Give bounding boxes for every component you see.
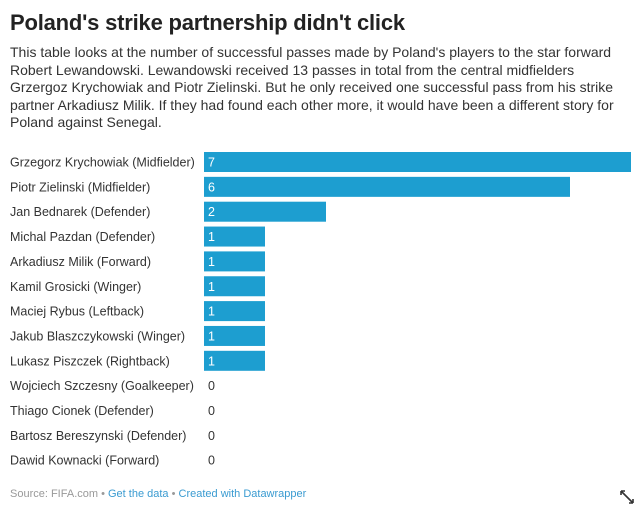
source-text: Source: FIFA.com	[10, 488, 99, 500]
separator: •	[168, 488, 179, 500]
separator: •	[98, 488, 108, 500]
value-label: 1	[208, 255, 215, 269]
expand-arrows-icon[interactable]	[620, 490, 634, 504]
value-label: 0	[208, 454, 215, 468]
category-label: Michal Pazdan (Defender)	[10, 230, 155, 244]
bar	[204, 152, 631, 172]
value-label: 1	[208, 354, 215, 368]
category-label: Bartosz Bereszynski (Defender)	[10, 429, 186, 443]
bar	[204, 251, 265, 272]
category-label: Wojciech Szczesny (Goalkeeper)	[10, 379, 194, 393]
value-label: 0	[208, 379, 215, 393]
value-label: 6	[208, 180, 215, 194]
category-label: Maciej Rybus (Leftback)	[10, 305, 144, 319]
category-label: Jan Bednarek (Defender)	[10, 205, 150, 219]
bar	[204, 350, 265, 371]
category-label: Piotr Zielinski (Midfielder)	[10, 180, 150, 194]
value-label: 1	[208, 280, 215, 294]
value-label: 0	[208, 429, 215, 443]
chart-title: Poland's strike partnership didn't click	[10, 10, 405, 35]
category-label: Kamil Grosicki (Winger)	[10, 280, 141, 294]
bar	[204, 325, 265, 346]
get-the-data-link[interactable]: Get the data	[108, 488, 169, 500]
category-label: Grzegorz Krychowiak (Midfielder)	[10, 156, 195, 170]
value-label: 2	[208, 205, 215, 219]
chart-header: Poland's strike partnership didn't click…	[10, 8, 632, 132]
bar	[204, 301, 265, 322]
bar	[204, 226, 265, 247]
bar	[204, 201, 326, 222]
bar	[204, 276, 265, 297]
bar	[204, 176, 570, 197]
value-label: 7	[208, 156, 215, 170]
chart-footer: Source: FIFA.com • Get the data • Create…	[10, 488, 306, 500]
category-label: Jakub Blaszczykowski (Winger)	[10, 329, 185, 343]
created-with-datawrapper-link[interactable]: Created with Datawrapper	[178, 488, 307, 500]
category-label: Dawid Kownacki (Forward)	[10, 454, 159, 468]
category-label: Thiago Cionek (Defender)	[10, 404, 154, 418]
category-label: Arkadiusz Milik (Forward)	[10, 255, 151, 269]
chart-description: This table looks at the number of succes…	[10, 44, 614, 131]
value-label: 1	[208, 230, 215, 244]
value-label: 0	[208, 404, 215, 418]
bar-chart: Grzegorz Krychowiak (Midfielder) 7 Piotr Z…	[10, 152, 631, 468]
category-label: Lukasz Piszczek (Rightback)	[10, 354, 170, 368]
value-label: 1	[208, 329, 215, 343]
value-label: 1	[208, 305, 215, 319]
